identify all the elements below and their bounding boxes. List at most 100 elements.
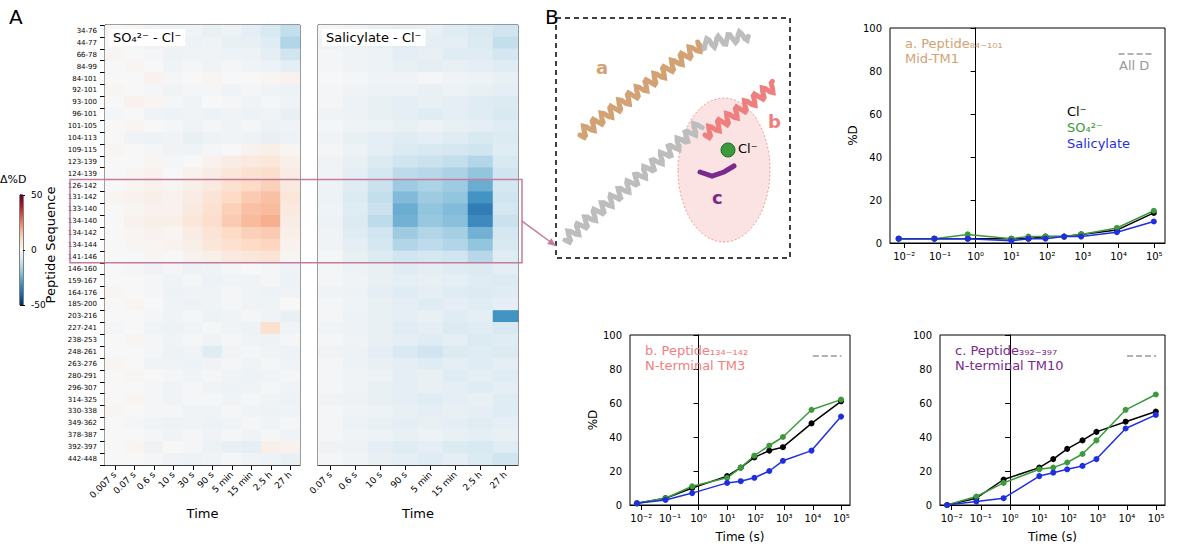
svg-text:20: 20 (869, 195, 882, 206)
svg-text:84-99: 84-99 (77, 63, 97, 71)
svg-text:10 s: 10 s (156, 469, 177, 490)
svg-text:10⁰: 10⁰ (967, 251, 984, 262)
svg-text:0: 0 (926, 500, 932, 511)
svg-text:442-448: 442-448 (68, 455, 97, 463)
svg-text:109-115: 109-115 (68, 146, 97, 154)
svg-text:10⁴: 10⁴ (1110, 251, 1127, 262)
svg-text:SO₄²⁻: SO₄²⁻ (1067, 120, 1103, 135)
svg-text:263-276: 263-276 (68, 360, 98, 368)
svg-text:10²: 10² (747, 513, 764, 524)
svg-text:10²: 10² (1060, 513, 1077, 524)
svg-text:Δ%D: Δ%D (0, 173, 26, 186)
svg-text:All D: All D (1119, 58, 1149, 73)
svg-text:Cl⁻: Cl⁻ (1067, 104, 1087, 119)
svg-text:Cl⁻: Cl⁻ (738, 141, 758, 156)
svg-text:15 min: 15 min (226, 469, 255, 498)
svg-text:50: 50 (31, 190, 43, 200)
svg-text:10³: 10³ (1074, 251, 1091, 262)
svg-text:Mid-TM1: Mid-TM1 (905, 51, 959, 66)
svg-text:10⁻¹: 10⁻¹ (929, 251, 951, 262)
svg-text:40: 40 (919, 432, 932, 443)
svg-text:b. Peptide₁₃₄₋₁₄₂: b. Peptide₁₃₄₋₁₄₂ (645, 343, 748, 358)
svg-text:10²: 10² (1039, 251, 1056, 262)
svg-text:238-253: 238-253 (68, 336, 97, 344)
svg-text:SO₄²⁻ - Cl⁻: SO₄²⁻ - Cl⁻ (113, 30, 181, 45)
svg-text:10¹: 10¹ (719, 513, 736, 524)
svg-text:20: 20 (919, 466, 932, 477)
svg-text:Time: Time (186, 506, 219, 521)
svg-text:101-105: 101-105 (68, 122, 97, 130)
svg-text:10⁵: 10⁵ (1146, 251, 1163, 262)
svg-text:280-291: 280-291 (68, 372, 97, 380)
svg-text:0.07 s: 0.07 s (111, 469, 138, 496)
svg-text:10⁻¹: 10⁻¹ (659, 513, 681, 524)
svg-text:0.07 s: 0.07 s (307, 469, 334, 496)
svg-text:Salicylate - Cl⁻: Salicylate - Cl⁻ (326, 30, 421, 45)
svg-text:164-176: 164-176 (68, 289, 98, 297)
svg-text:248-261: 248-261 (68, 348, 97, 356)
svg-text:34-76: 34-76 (77, 27, 98, 35)
svg-text:60: 60 (919, 398, 932, 409)
svg-text:10⁵: 10⁵ (1148, 513, 1165, 524)
svg-text:10¹: 10¹ (1003, 251, 1020, 262)
svg-text:-50: -50 (31, 300, 46, 310)
svg-text:90 s: 90 s (389, 469, 410, 490)
svg-text:10⁻¹: 10⁻¹ (970, 513, 992, 524)
svg-text:Salicylate: Salicylate (1067, 136, 1130, 151)
svg-text:124-139: 124-139 (68, 170, 97, 178)
svg-text:126-142: 126-142 (68, 182, 97, 190)
svg-text:N-terminal TM10: N-terminal TM10 (955, 358, 1064, 373)
svg-text:20: 20 (609, 466, 622, 477)
svg-text:80: 80 (869, 66, 882, 77)
svg-text:134-144: 134-144 (68, 241, 98, 249)
svg-text:92-101: 92-101 (72, 86, 97, 94)
svg-text:123-139: 123-139 (68, 158, 97, 166)
svg-text:0.007 s: 0.007 s (88, 469, 119, 500)
svg-text:Peptide Sequence: Peptide Sequence (43, 187, 58, 304)
svg-text:10³: 10³ (776, 513, 793, 524)
svg-text:b: b (768, 111, 781, 132)
svg-text:10¹: 10¹ (1031, 513, 1048, 524)
svg-text:2.5 h: 2.5 h (251, 469, 274, 492)
svg-text:10⁻²: 10⁻² (941, 513, 963, 524)
svg-text:146-160: 146-160 (68, 265, 97, 273)
svg-text:227-241: 227-241 (68, 324, 97, 332)
svg-text:392-397: 392-397 (68, 443, 97, 451)
svg-text:%D: %D (586, 410, 600, 431)
svg-text:296-307: 296-307 (68, 384, 97, 392)
svg-text:Time (s): Time (s) (715, 530, 765, 544)
svg-text:%D: %D (846, 125, 860, 146)
svg-text:104-113: 104-113 (68, 134, 97, 142)
svg-text:40: 40 (609, 432, 622, 443)
svg-text:66-78: 66-78 (77, 51, 97, 59)
svg-text:133-140: 133-140 (68, 205, 97, 213)
svg-text:159-167: 159-167 (68, 277, 97, 285)
svg-text:100: 100 (863, 23, 882, 34)
svg-text:134-142: 134-142 (68, 229, 97, 237)
svg-text:378-387: 378-387 (68, 431, 97, 439)
svg-text:10⁰: 10⁰ (1002, 513, 1019, 524)
svg-text:134-140: 134-140 (68, 217, 97, 225)
svg-text:100: 100 (913, 330, 932, 341)
svg-text:0: 0 (876, 238, 882, 249)
svg-text:c: c (712, 187, 723, 208)
svg-text:2.5 h: 2.5 h (461, 469, 484, 492)
svg-text:80: 80 (919, 364, 932, 375)
svg-text:Time: Time (401, 506, 434, 521)
svg-text:A: A (9, 5, 23, 29)
svg-text:10 s: 10 s (364, 469, 385, 490)
svg-text:15 min: 15 min (430, 469, 459, 498)
svg-text:N-terminal TM3: N-terminal TM3 (645, 358, 745, 373)
svg-text:0: 0 (616, 500, 622, 511)
svg-text:10⁴: 10⁴ (804, 513, 821, 524)
svg-text:44-77: 44-77 (77, 39, 97, 47)
svg-text:141-146: 141-146 (68, 253, 98, 261)
svg-text:10⁵: 10⁵ (833, 513, 850, 524)
svg-text:40: 40 (869, 152, 882, 163)
svg-text:84-101: 84-101 (72, 75, 97, 83)
svg-text:203-216: 203-216 (68, 312, 98, 320)
svg-text:27 h: 27 h (488, 469, 509, 490)
svg-text:349-362: 349-362 (68, 419, 97, 427)
svg-text:100: 100 (603, 330, 622, 341)
svg-text:80: 80 (609, 364, 622, 375)
